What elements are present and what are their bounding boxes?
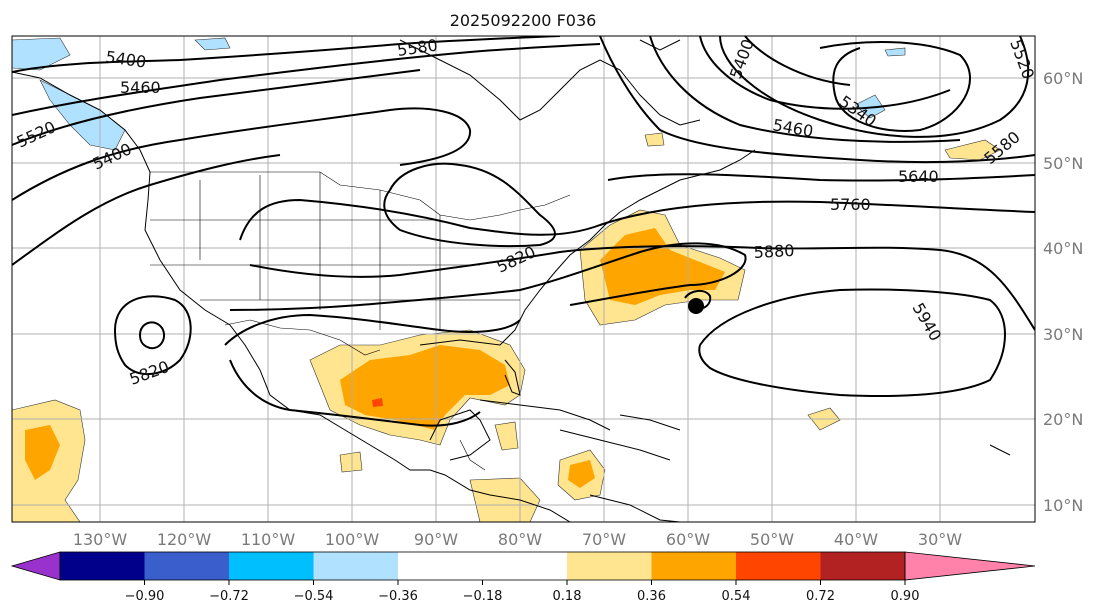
lon-label: 30°W: [918, 530, 962, 549]
colorbar-tick-label: 0.90: [891, 589, 920, 604]
lon-label: 80°W: [498, 530, 542, 549]
negative-anomaly-fill: [12, 37, 906, 151]
longitude-labels: 130°W 120°W 110°W 100°W 90°W 80°W 70°W 6…: [73, 530, 962, 549]
lat-label: 50°N: [1043, 154, 1083, 173]
colorbar-tick-label: −0.36: [378, 589, 418, 604]
colorbar-segment: [313, 552, 398, 580]
lat-label: 60°N: [1043, 69, 1083, 88]
map-frame: [11, 35, 1036, 523]
lat-label: 30°N: [1043, 325, 1083, 344]
strong-anomaly-spot: [372, 398, 383, 407]
lon-label: 50°W: [750, 530, 794, 549]
lon-label: 100°W: [325, 530, 380, 549]
colorbar-segment: [567, 552, 652, 580]
colorbar-segment: [144, 552, 229, 580]
lon-label: 130°W: [73, 530, 128, 549]
latitude-labels: 60°N 50°N 40°N 30°N 20°N 10°N: [1043, 69, 1083, 515]
lat-label: 20°N: [1043, 410, 1083, 429]
colorbar-tick-label: 0.36: [637, 589, 666, 604]
colorbar-tick-label: −0.54: [294, 589, 334, 604]
lat-label: 10°N: [1043, 496, 1083, 515]
colorbar-tick-label: 0.18: [553, 589, 582, 604]
colorbar-tick-label: −0.18: [463, 589, 503, 604]
map-title: 2025092200 F036: [450, 11, 597, 30]
height-contours: [12, 36, 1035, 427]
colorbar-tick-label: −0.90: [125, 589, 165, 604]
lon-label: 70°W: [582, 530, 626, 549]
colorbar-extend-high: [904, 551, 1036, 581]
colorbar-tick-label: 0.54: [722, 589, 751, 604]
colorbar-segment: [651, 552, 736, 580]
contour-label: 5460: [120, 78, 161, 97]
lon-label: 120°W: [157, 530, 212, 549]
lon-label: 90°W: [414, 530, 458, 549]
lon-label: 110°W: [241, 530, 296, 549]
lon-label: 40°W: [834, 530, 878, 549]
contour-label: 5580: [396, 35, 439, 59]
lat-label: 40°N: [1043, 239, 1083, 258]
colorbar-tick-label: −0.72: [209, 589, 249, 604]
tropical-cyclone-marker: [688, 298, 704, 314]
colorbar-extend-low: [10, 551, 61, 581]
colorbar-segment: [60, 552, 145, 580]
lon-label: 60°W: [666, 530, 710, 549]
colorbar-segment: [820, 552, 905, 580]
contour-label: 5760: [830, 195, 871, 214]
political-borders: [150, 171, 571, 471]
colorbar-segment: [229, 552, 314, 580]
colorbar-tick-label: 0.72: [806, 589, 835, 604]
contour-label: 5640: [898, 167, 939, 186]
colorbar: −0.90 −0.72 −0.54 −0.36 −0.18 0.18 0.36 …: [10, 551, 1036, 604]
map-background: [12, 36, 1035, 522]
colorbar-segment: [736, 552, 821, 580]
colorbar-segment: [398, 552, 567, 580]
contour-label: 5880: [753, 241, 795, 262]
